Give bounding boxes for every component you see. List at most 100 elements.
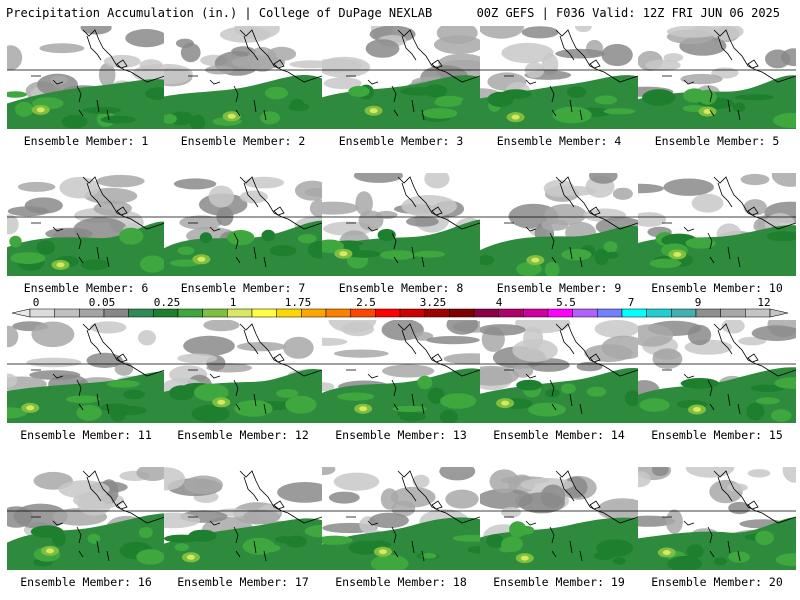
map-borders <box>480 470 638 562</box>
colorbar-tick-label: 3.25 <box>420 296 447 309</box>
ensemble-member-label: Ensemble Member: 18 <box>335 575 467 589</box>
ensemble-map-panel <box>322 320 480 423</box>
precip-band <box>480 367 638 423</box>
colorbar-swatch <box>251 308 277 318</box>
map-borders <box>164 176 322 268</box>
map-borders <box>7 470 165 562</box>
ensemble-map-panel <box>7 26 165 129</box>
colorbar-swatch <box>227 308 253 318</box>
precip-band <box>322 219 480 276</box>
precip-band <box>480 75 638 129</box>
colorbar-swatch <box>720 308 746 318</box>
map-borders <box>480 176 638 268</box>
ensemble-member-label: Ensemble Member: 15 <box>651 428 783 442</box>
map-borders <box>322 323 480 415</box>
ensemble-map-panel <box>638 26 796 129</box>
light-precip-area <box>480 320 638 391</box>
ensemble-member-label: Ensemble Member: 16 <box>20 575 152 589</box>
light-precip-area <box>638 320 796 400</box>
ensemble-map-panel <box>638 320 796 423</box>
ensemble-member-label: Ensemble Member: 20 <box>651 575 783 589</box>
precip-band <box>7 513 165 570</box>
colorbar-swatch <box>29 308 55 318</box>
precip-band <box>638 75 796 129</box>
light-precip-area <box>480 469 638 550</box>
map-borders <box>7 323 165 415</box>
colorbar-tick-label: 4 <box>496 296 503 309</box>
precip-band <box>164 220 322 276</box>
precip-colorbar: 0 0.05 0.25 1 1.75 2.5 3.25 4 5.5 7 9 12 <box>11 296 789 318</box>
map-borders <box>638 29 796 121</box>
ensemble-map-panel <box>164 26 322 129</box>
map-borders <box>164 470 322 562</box>
colorbar-right-arrow <box>769 308 789 318</box>
colorbar-swatch <box>79 308 105 318</box>
colorbar-left-arrow <box>11 308 31 318</box>
precip-band <box>638 517 796 570</box>
ensemble-map-panel <box>638 173 796 276</box>
ensemble-map-panel <box>7 467 165 570</box>
precip-band <box>164 518 322 570</box>
map-borders <box>480 29 638 121</box>
ensemble-member-label: Ensemble Member: 10 <box>651 281 783 295</box>
colorbar-swatch <box>325 308 351 318</box>
colorbar-swatch <box>128 308 154 318</box>
ensemble-member-label: Ensemble Member: 13 <box>335 428 467 442</box>
ensemble-map-panel <box>480 26 638 129</box>
ensemble-member-label: Ensemble Member: 11 <box>20 428 152 442</box>
colorbar-tick-label: 0.05 <box>89 296 116 309</box>
precip-band <box>480 517 638 570</box>
colorbar-swatch <box>375 308 401 318</box>
ensemble-member-label: Ensemble Member: 8 <box>338 281 464 295</box>
precip-band <box>7 221 165 276</box>
colorbar-swatch <box>449 308 475 318</box>
colorbar-tick-label: 1 <box>230 296 237 309</box>
precip-band <box>322 75 480 129</box>
map-borders <box>638 176 796 268</box>
colorbar-swatch <box>597 308 623 318</box>
map-borders <box>164 323 322 415</box>
colorbar-swatch <box>621 308 647 318</box>
map-borders <box>480 323 638 415</box>
ensemble-map-panel <box>7 320 165 423</box>
ensemble-member-label: Ensemble Member: 6 <box>23 281 149 295</box>
colorbar-swatch <box>572 308 598 318</box>
map-borders <box>638 470 796 562</box>
colorbar-tick-label: 5.5 <box>556 296 576 309</box>
ensemble-member-label: Ensemble Member: 12 <box>177 428 309 442</box>
colorbar-swatch <box>523 308 549 318</box>
light-precip-area <box>164 467 322 543</box>
ensemble-member-label: Ensemble Member: 4 <box>496 134 622 148</box>
map-borders <box>7 29 165 121</box>
precip-band <box>638 367 796 423</box>
ensemble-map-panel <box>322 173 480 276</box>
ensemble-map-panel <box>164 467 322 570</box>
colorbar-swatch <box>547 308 573 318</box>
colorbar-swatch <box>177 308 203 318</box>
precip-band <box>638 225 796 276</box>
ensemble-map-panel <box>322 467 480 570</box>
ensemble-map-panel <box>638 467 796 570</box>
colorbar-swatch <box>202 308 228 318</box>
map-borders <box>638 323 796 415</box>
colorbar-tick-label: 12 <box>757 296 770 309</box>
ensemble-map-panel <box>480 173 638 276</box>
colorbar-tick-label: 0.25 <box>154 296 181 309</box>
colorbar-swatch <box>473 308 499 318</box>
ensemble-member-label: Ensemble Member: 2 <box>180 134 306 148</box>
precip-band <box>322 368 480 423</box>
model-run-info: 00Z GEFS | F036 Valid: 12Z FRI JUN 06 20… <box>476 6 780 20</box>
colorbar-tick-label: 7 <box>628 296 635 309</box>
map-borders <box>7 176 165 268</box>
colorbar-swatch <box>103 308 129 318</box>
ensemble-member-label: Ensemble Member: 19 <box>493 575 625 589</box>
colorbar-tick-label: 9 <box>695 296 702 309</box>
ensemble-map-panel <box>164 320 322 423</box>
colorbar-swatch <box>745 308 771 318</box>
ensemble-map-panel <box>164 173 322 276</box>
ensemble-member-label: Ensemble Member: 1 <box>23 134 149 148</box>
map-borders <box>322 29 480 121</box>
map-borders <box>322 176 480 268</box>
precip-band <box>7 79 165 129</box>
map-borders <box>322 470 480 562</box>
